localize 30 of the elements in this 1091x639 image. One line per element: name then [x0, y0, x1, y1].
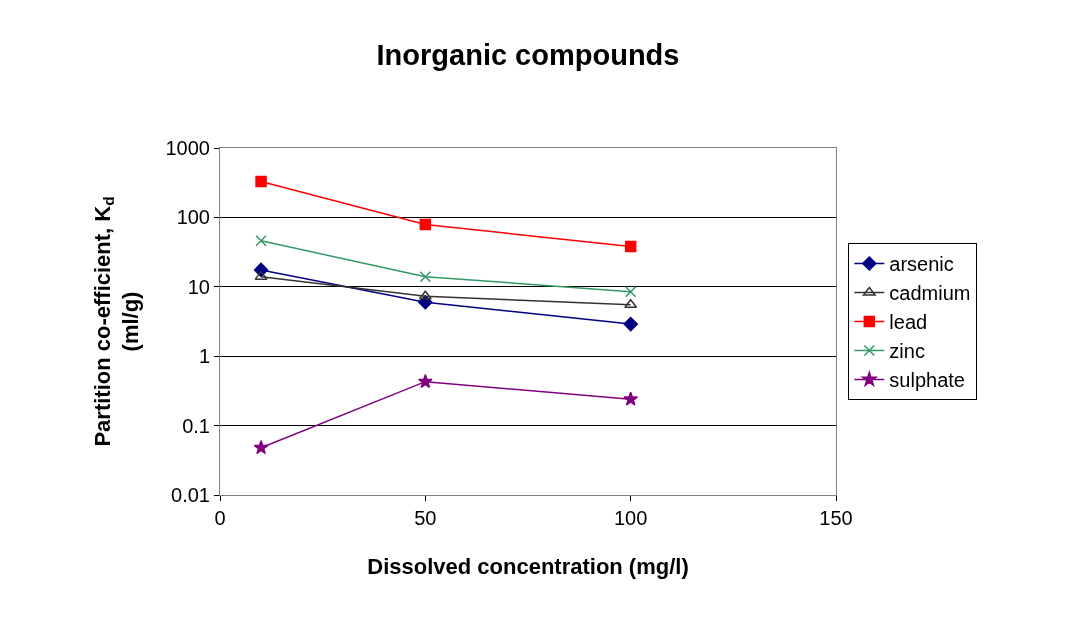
x-tick-label: 150	[819, 507, 853, 529]
point	[623, 316, 638, 332]
point	[255, 175, 267, 188]
legend-label: lead	[889, 311, 928, 334]
chart-title: Inorganic compounds	[376, 39, 680, 72]
x-tick-label: 100	[613, 507, 648, 529]
point	[623, 391, 639, 406]
y-tick-label: 1000	[165, 137, 210, 159]
y-tick-label: 10	[187, 275, 210, 298]
point	[624, 240, 637, 253]
x-axis-title: Dissolved concentration (mg/l)	[367, 553, 689, 579]
point	[253, 439, 269, 455]
legend-label: arsenic	[889, 253, 954, 276]
point	[417, 373, 433, 389]
point	[419, 270, 432, 283]
point	[418, 290, 432, 300]
point	[624, 285, 637, 298]
y-tick-label: 1	[198, 345, 210, 368]
x-tick-label: 0	[214, 507, 226, 529]
y-tick-label: 0.1	[182, 414, 210, 437]
y-tick-label: 0.01	[171, 484, 210, 506]
y-tick-label: 100	[176, 206, 210, 229]
legend-label: zinc	[889, 340, 925, 363]
legend-label: cadmium	[889, 282, 971, 305]
legend-label: sulphate	[889, 369, 965, 392]
point	[254, 270, 268, 280]
point	[419, 218, 432, 231]
point	[255, 235, 267, 247]
point	[624, 299, 638, 309]
x-tick-label: 50	[414, 507, 437, 529]
